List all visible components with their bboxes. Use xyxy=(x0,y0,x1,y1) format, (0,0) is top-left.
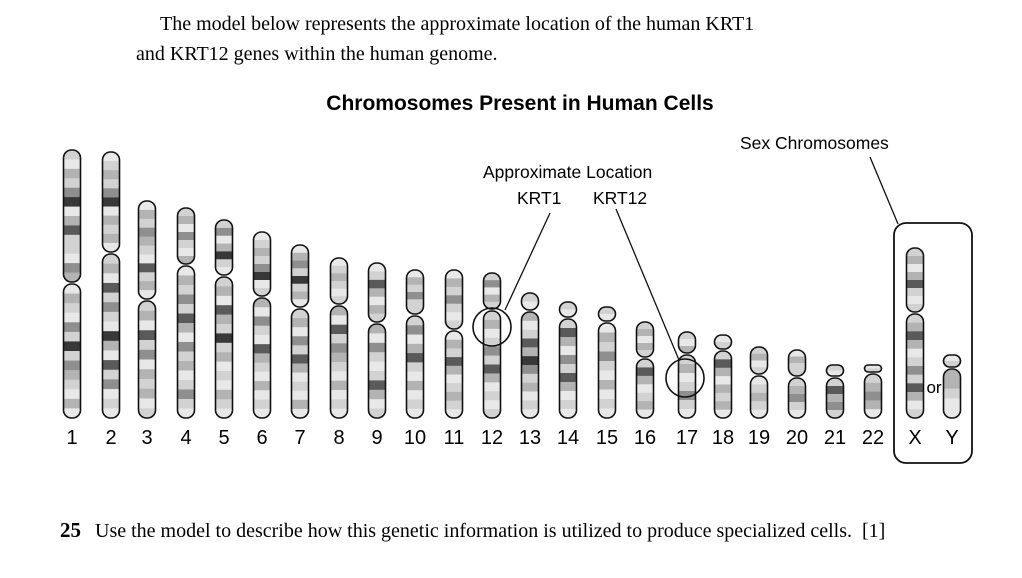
chromosome-5: 5 xyxy=(214,219,234,449)
chromosome-label-12: 12 xyxy=(481,427,503,449)
question-text: Use the model to describe how this genet… xyxy=(95,520,853,542)
chromosome-20: 20 xyxy=(786,349,808,449)
chromosome-16: 16 xyxy=(634,321,656,449)
sex-chromosomes-box xyxy=(893,222,973,464)
chromosome-label-4: 4 xyxy=(180,427,191,449)
chromosome-1: 1 xyxy=(62,149,82,449)
chromosome-10: 10 xyxy=(404,269,426,449)
chromosome-label-19: 19 xyxy=(748,427,770,449)
chromosome-label-10: 10 xyxy=(404,427,426,449)
chromosome-label-1: 1 xyxy=(66,427,77,449)
chromosome-9: 9 xyxy=(367,262,387,449)
chromosome-21: 21 xyxy=(824,364,846,449)
question-marks: [1] xyxy=(862,520,886,542)
intro-line-1: The model below represents the approxima… xyxy=(160,13,755,35)
chromosome-label-7: 7 xyxy=(294,427,305,449)
chromosome-label-14: 14 xyxy=(557,427,579,449)
chromosome-4: 4 xyxy=(176,207,196,449)
chromosome-7: 7 xyxy=(290,244,310,449)
question: 25 Use the model to describe how this gen… xyxy=(60,518,990,543)
krt1-pointer-line xyxy=(504,212,551,311)
chromosome-label-X: X xyxy=(908,427,921,449)
krt1-location-circle xyxy=(472,307,512,347)
chromosome-8: 8 xyxy=(329,257,349,449)
chromosome-label-6: 6 xyxy=(256,427,267,449)
chromosome-label-15: 15 xyxy=(596,427,618,449)
chromosome-19: 19 xyxy=(748,346,770,449)
chromosome-6: 6 xyxy=(252,231,272,449)
chromosome-14: 14 xyxy=(557,301,579,449)
chromosome-12: 12 xyxy=(481,272,503,449)
chromosome-label-8: 8 xyxy=(333,427,344,449)
question-number: 25 xyxy=(60,518,81,542)
figure-title: Chromosomes Present in Human Cells xyxy=(326,92,714,115)
intro-text: The model below represents the approxima… xyxy=(136,10,852,69)
chromosome-17: 17 xyxy=(676,331,698,449)
krt12-location-circle xyxy=(665,358,705,398)
krt12-label: KRT12 xyxy=(593,188,648,208)
krt1-label: KRT1 xyxy=(517,188,562,208)
chromosome-label-9: 9 xyxy=(371,427,382,449)
chromosome-label-13: 13 xyxy=(519,427,541,449)
chromosome-label-2: 2 xyxy=(105,427,116,449)
sex-chromosomes-label: Sex Chromosomes xyxy=(740,133,889,153)
or-label: or xyxy=(926,378,941,397)
chromosome-2: 2 xyxy=(101,151,121,449)
chromosome-18: 18 xyxy=(712,334,734,449)
sex-chromosomes-pointer-line xyxy=(869,156,899,225)
chromosome-11: 11 xyxy=(444,269,465,449)
chromosome-label-20: 20 xyxy=(786,427,808,449)
chromosome-label-3: 3 xyxy=(141,427,152,449)
chromosome-13: 13 xyxy=(519,292,541,449)
chromosome-label-22: 22 xyxy=(862,427,884,449)
chromosome-label-5: 5 xyxy=(218,427,229,449)
chromosome-label-11: 11 xyxy=(444,427,465,449)
chromosome-Y: Y xyxy=(942,354,962,449)
intro-line-2: and KRT12 genes within the human genome. xyxy=(136,42,498,65)
chromosome-label-21: 21 xyxy=(824,427,846,449)
chromosome-label-Y: Y xyxy=(945,427,958,449)
krt12-pointer-line xyxy=(615,208,680,361)
chromosome-22: 22 xyxy=(862,364,884,449)
chromosome-15: 15 xyxy=(596,306,618,449)
chromosome-X: X xyxy=(905,247,925,449)
chromosome-label-17: 17 xyxy=(676,427,698,449)
chromosome-3: 3 xyxy=(137,200,157,449)
chromosome-label-18: 18 xyxy=(712,427,734,449)
chromosome-label-16: 16 xyxy=(634,427,656,449)
approximate-location-label: Approximate Location xyxy=(483,162,653,182)
